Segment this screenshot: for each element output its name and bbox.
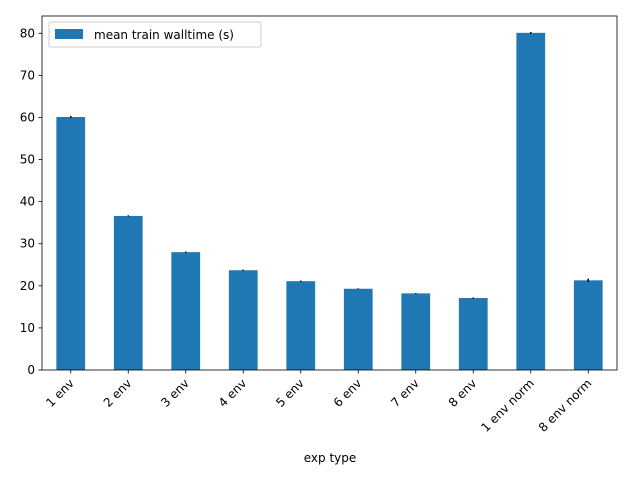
- x-tick-label: 6 env: [331, 376, 365, 410]
- x-tick-label: 1 env norm: [478, 376, 536, 434]
- x-tick-label: 2 env: [101, 376, 135, 410]
- x-tick-label: 8 env: [446, 376, 480, 410]
- bar: [228, 270, 258, 370]
- error-bars-layer: [70, 31, 589, 299]
- bar: [573, 280, 603, 370]
- bar: [343, 288, 373, 370]
- y-tick-label: 80: [20, 26, 35, 40]
- y-tick-label: 70: [20, 68, 35, 82]
- x-axis-label: exp type: [304, 451, 357, 465]
- bars-layer: [56, 32, 603, 371]
- bar: [286, 281, 316, 370]
- y-tick-label: 50: [20, 153, 35, 167]
- x-tick-label: 3 env: [158, 376, 192, 410]
- bar: [516, 32, 546, 370]
- ticks-layer: 1 env 2 env 3 env 4 env 5 env 6 env 7 env 8 env…: [20, 26, 595, 434]
- y-tick-label: 60: [20, 110, 35, 124]
- axes-layer: [41, 15, 618, 371]
- y-tick-label: 30: [20, 237, 35, 251]
- y-tick-label: 20: [20, 279, 35, 293]
- bar: [113, 215, 143, 370]
- bar: [401, 293, 431, 370]
- legend-frame: [48, 21, 262, 48]
- x-tick-label: 7 env: [388, 376, 422, 410]
- plot-frame: [41, 15, 618, 371]
- bar: [56, 117, 86, 371]
- bar: [458, 298, 488, 370]
- legend-label: mean train walltime (s): [94, 28, 234, 42]
- x-tick-label: 1 env: [43, 376, 77, 410]
- y-tick-label: 0: [27, 363, 35, 377]
- x-tick-label: 8 env norm: [536, 376, 594, 434]
- legend-swatch: [55, 29, 83, 39]
- x-tick-label: 5 env: [273, 376, 307, 410]
- legend: mean train walltime (s): [48, 21, 262, 48]
- x-tick-label: 4 env: [216, 376, 250, 410]
- bar: [171, 252, 201, 370]
- y-tick-label: 40: [20, 195, 35, 209]
- y-tick-label: 10: [20, 321, 35, 335]
